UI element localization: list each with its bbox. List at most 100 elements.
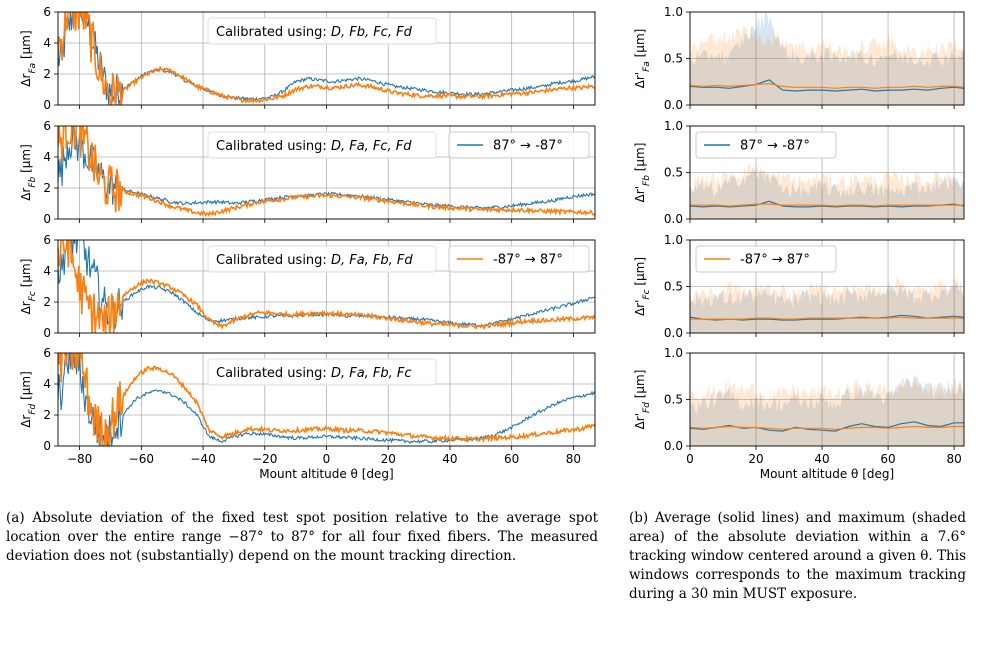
axis-ticks: 0 2 4 6	[43, 233, 574, 340]
y-tick-label: 0.5	[664, 52, 683, 66]
annotation-box	[207, 245, 437, 273]
series-max-area-orange	[690, 162, 964, 219]
plot-area	[690, 162, 964, 219]
x-tick-label: 40	[442, 452, 457, 466]
annotation-text: Calibrated using: D, Fb, Fc, Fd	[216, 25, 413, 40]
x-tick-label: −60	[129, 452, 154, 466]
series-line-orange	[58, 126, 595, 218]
plot-area	[58, 126, 595, 218]
axis-ticks: 0.0 0.5 1.0	[664, 119, 955, 226]
y-tick-label: 1.0	[664, 5, 683, 19]
series-line-blue	[58, 12, 595, 105]
y-tick-label: 0	[43, 439, 51, 453]
axis-ticks: 0.0 0.5 1.0 0 20 40 60 80	[664, 346, 962, 466]
axis-ticks: 0 2 4 6 −80 −60 −40 −20 0 20 40 60 80	[43, 346, 581, 466]
figure: 0 2 4 6 ΔrFa [μm] Calibrated using: D, Fb, Fc…	[19, 5, 965, 481]
series-line-orange	[58, 12, 595, 105]
series-line-orange	[58, 353, 595, 446]
plot-area	[690, 373, 964, 446]
series-max-area-blue	[690, 376, 964, 446]
y-axis-label: ΔrFc [μm]	[19, 259, 38, 315]
plot-area	[690, 274, 964, 333]
x-tick-label: 80	[946, 452, 961, 466]
y-axis-label: ΔrFa [μm]	[19, 30, 38, 86]
series-mean-line-blue	[690, 200, 964, 208]
y-tick-label: 4	[43, 377, 51, 391]
annotation-text: Calibrated using: D, Fa, Fb, Fc	[216, 366, 412, 381]
annotation-box	[207, 131, 437, 159]
chart-panel-a-4: 0 2 4 6 −80 −60 −40 −20 0 20 40 60 80 Mount altitude …	[19, 346, 596, 481]
y-axis-label: Δr'Fd [μm]	[633, 370, 652, 430]
chart-panel-a-2: 0 2 4 6 ΔrFb [μm] Calibrated using: D, Fa, Fc…	[19, 119, 596, 226]
series-max-area-blue	[690, 166, 964, 219]
series-max-area-orange	[690, 26, 964, 105]
x-tick-label: 40	[814, 452, 829, 466]
y-tick-label: 2	[43, 67, 51, 81]
y-tick-label: 2	[43, 408, 51, 422]
series-line-orange	[58, 240, 595, 333]
series-mean-line-orange	[690, 203, 964, 207]
x-tick-label: −20	[252, 452, 277, 466]
y-axis-label: Δr'Fb [μm]	[633, 143, 652, 203]
y-tick-label: 0.0	[664, 212, 683, 226]
x-tick-label: 60	[504, 452, 519, 466]
legend-box	[448, 245, 590, 273]
y-tick-label: 0.0	[664, 439, 683, 453]
y-tick-label: 1.0	[664, 346, 683, 360]
series-max-area-blue	[690, 281, 964, 333]
chart-panel-b-3: 0.0 0.5 1.0 Δr'Fc [μm] -87° → 87°	[633, 233, 965, 340]
plot-area	[58, 12, 595, 105]
chart-panel-b-2: 0.0 0.5 1.0 Δr'Fb [μm] 87° → -87°	[633, 119, 965, 226]
legend-label-blue: 87° → -87°	[740, 139, 810, 154]
axis-ticks: 0.0 0.5 1.0	[664, 5, 955, 112]
y-tick-label: 0	[43, 326, 51, 340]
y-tick-label: 0.0	[664, 98, 683, 112]
series-max-area-blue	[690, 12, 964, 105]
series-line-blue	[58, 126, 595, 210]
plot-area	[58, 240, 595, 333]
x-tick-label: 20	[381, 452, 396, 466]
x-axis-label: Mount altitude θ [deg]	[259, 467, 393, 481]
plot-area	[690, 12, 964, 105]
x-tick-label: −80	[67, 452, 92, 466]
y-tick-label: 6	[43, 119, 51, 133]
series-max-area-orange	[690, 373, 964, 446]
y-tick-label: 4	[43, 264, 51, 278]
axis-ticks: 0.0 0.5 1.0	[664, 233, 955, 340]
x-tick-label: 60	[880, 452, 895, 466]
y-axis-label: Δr'Fc [μm]	[633, 257, 652, 316]
chart-panel-a-1: 0 2 4 6 ΔrFa [μm] Calibrated using: D, Fb, Fc…	[19, 5, 596, 112]
legend-label-orange: -87° → 87°	[740, 253, 810, 268]
y-tick-label: 6	[43, 233, 51, 247]
plot-area	[58, 353, 595, 446]
legend-label-blue: 87° → -87°	[493, 139, 563, 154]
legend-box	[448, 131, 590, 159]
y-tick-label: 0.5	[664, 393, 683, 407]
x-axis-label: Mount altitude θ [deg]	[760, 467, 894, 481]
y-axis-label: ΔrFb [μm]	[19, 144, 38, 201]
series-line-blue	[58, 240, 595, 330]
y-tick-label: 0.0	[664, 326, 683, 340]
series-mean-line-orange	[690, 82, 964, 89]
y-tick-label: 6	[43, 346, 51, 360]
x-tick-label: 80	[566, 452, 581, 466]
y-tick-label: 0.5	[664, 280, 683, 294]
axis-ticks: 0 2 4 6	[43, 5, 574, 112]
y-tick-label: 2	[43, 181, 51, 195]
series-mean-line-blue	[690, 79, 964, 92]
annotation-text: Calibrated using: D, Fa, Fb, Fd	[216, 253, 413, 268]
y-tick-label: 1.0	[664, 119, 683, 133]
caption-b: (b) Average (solid lines) and maximum (s…	[629, 510, 966, 602]
y-tick-label: 0	[43, 98, 51, 112]
series-line-blue	[58, 353, 595, 446]
y-axis-label: ΔrFd [μm]	[19, 371, 38, 428]
y-tick-label: 6	[43, 5, 51, 19]
y-tick-label: 4	[43, 150, 51, 164]
y-tick-label: 4	[43, 36, 51, 50]
y-axis-label: Δr'Fa [μm]	[633, 29, 652, 89]
y-tick-label: 0	[43, 212, 51, 226]
series-max-area-orange	[690, 274, 964, 333]
annotation-box	[207, 17, 437, 45]
legend-box	[695, 245, 837, 273]
series-mean-line-orange	[690, 425, 964, 430]
